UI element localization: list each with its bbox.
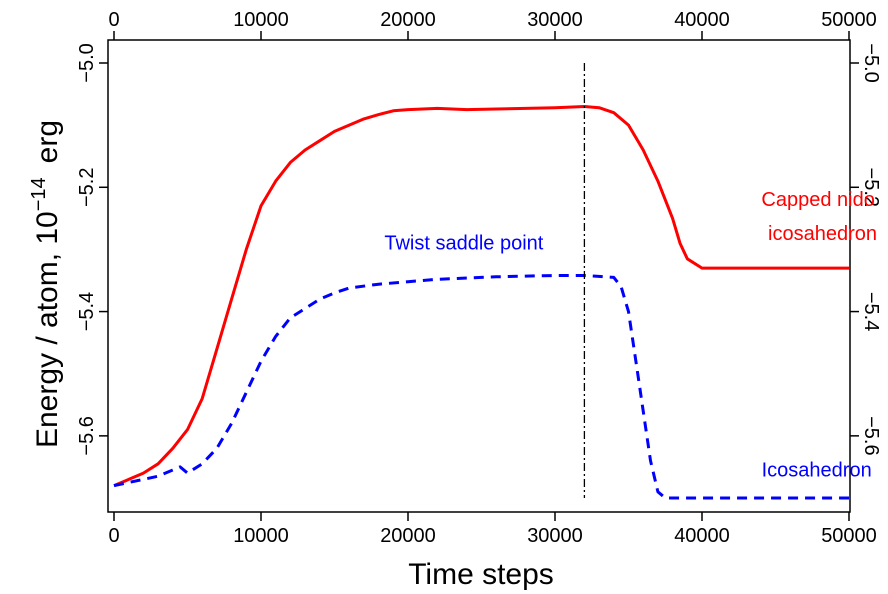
annotation-label: icosahedron	[768, 223, 877, 245]
right-y-axis: −5.0 −5.2 −5.4 −5.6	[850, 43, 882, 456]
x-axis-title: Time steps	[408, 558, 554, 591]
y-tick-label-left: −5.4	[76, 292, 98, 331]
y-tick-label-right: −5.2	[860, 168, 882, 207]
x-tick-label-bottom: 20000	[380, 525, 436, 547]
bottom-x-axis: 0 10000 20000 30000 40000 50000	[108, 512, 877, 547]
plot-frame	[107, 39, 851, 513]
x-tick-label-top: 10000	[233, 9, 289, 31]
y-tick-label-right: −5.0	[860, 43, 882, 82]
annotation-label: Icosahedron	[762, 459, 872, 481]
x-tick-label-top: 20000	[380, 9, 436, 31]
series-line-0	[113, 105, 849, 487]
x-tick-label-top: 0	[108, 9, 119, 31]
y-tick-label-left: −5.2	[76, 168, 98, 207]
left-y-axis: −5.0 −5.2 −5.4 −5.6	[76, 43, 108, 456]
y-tick-label-left: −5.0	[76, 43, 98, 82]
top-x-axis: 0 10000 20000 30000 40000 50000	[108, 9, 877, 40]
x-tick-label-bottom: 10000	[233, 525, 289, 547]
x-tick-label-bottom: 30000	[527, 525, 583, 547]
y-axis-title-exponent: −14	[28, 177, 50, 211]
annotation-layer: Capped nido icosahedron Twist saddle point…	[384, 189, 877, 481]
x-tick-label-bottom: 0	[108, 525, 119, 547]
y-tick-label-left: −5.6	[76, 416, 98, 455]
x-tick-label-top: 50000	[821, 9, 877, 31]
x-tick-label-top: 30000	[527, 9, 583, 31]
y-tick-label-right: −5.6	[860, 416, 882, 455]
series-layer	[113, 105, 849, 500]
y-axis-title-main: Energy / atom, 10	[31, 211, 64, 448]
y-axis-title: Energy / atom, 10−14 erg	[28, 120, 64, 448]
series-line-1	[113, 274, 849, 500]
x-tick-label-top: 40000	[674, 9, 730, 31]
annotation-label: Capped nido	[761, 189, 874, 211]
y-axis-title-unit: erg	[31, 120, 64, 163]
annotation-label: Twist saddle point	[384, 232, 543, 254]
x-tick-label-bottom: 40000	[674, 525, 730, 547]
y-tick-label-right: −5.4	[860, 292, 882, 331]
x-tick-label-bottom: 50000	[821, 525, 877, 547]
